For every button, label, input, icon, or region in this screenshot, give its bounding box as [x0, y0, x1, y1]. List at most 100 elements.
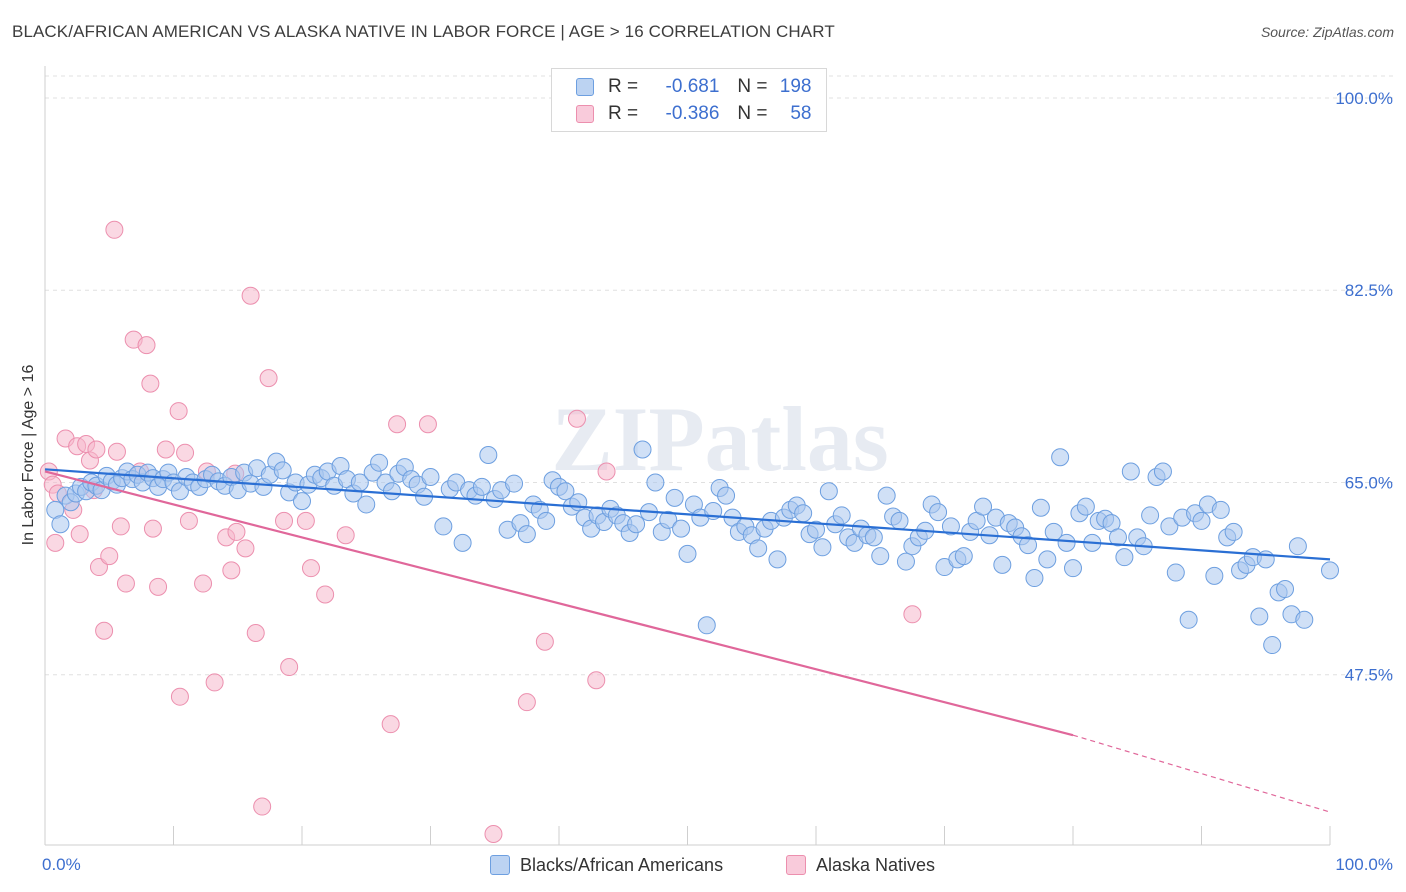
black-african-american-point: [1263, 636, 1282, 655]
y-tick-labels: 100.0% 82.5% 65.0% 47.5%: [1335, 89, 1393, 685]
black-african-american-point: [357, 495, 376, 514]
alaska-native-point: [336, 526, 355, 545]
alaska-native-point: [143, 519, 162, 538]
series-name-blue: Blacks/African Americans: [520, 854, 724, 875]
alaska-natives-points: [39, 220, 922, 844]
black-african-american-point: [974, 497, 993, 516]
alaska-native-point: [205, 673, 224, 692]
black-african-american-point: [1031, 498, 1050, 517]
black-african-american-point: [993, 555, 1012, 574]
black-african-american-point: [627, 515, 646, 534]
y-tick-label: 82.5%: [1345, 281, 1393, 300]
black-african-american-point: [890, 511, 909, 530]
alaska-native-point: [111, 517, 130, 536]
black-african-american-point: [864, 528, 883, 547]
black-african-american-point: [1250, 607, 1269, 626]
black-african-american-point: [672, 519, 691, 538]
black-african-american-point: [421, 467, 440, 486]
alaska-native-point: [227, 522, 246, 541]
alaska-native-point: [137, 336, 156, 355]
black-african-american-point: [382, 482, 401, 501]
alaska-native-point: [169, 402, 188, 421]
black-african-american-point: [505, 474, 524, 493]
bottom-legend-pink: Alaska Natives: [786, 852, 935, 878]
black-african-american-point: [1141, 506, 1160, 525]
trend-lines: [44, 468, 1331, 813]
legend-r-label: R =: [608, 103, 639, 124]
black-african-american-point: [1192, 511, 1211, 530]
alaska-native-point: [484, 825, 503, 844]
black-african-american-point: [832, 506, 851, 525]
black-african-american-point: [1108, 528, 1127, 547]
legend-n-value: 198: [779, 76, 812, 97]
black-african-american-point: [1160, 517, 1179, 536]
black-african-american-point: [556, 482, 575, 501]
black-african-american-point: [1025, 569, 1044, 588]
black-african-american-point: [1205, 566, 1224, 585]
x-tick-labels: 0.0% 100.0%: [42, 855, 1393, 874]
alaska-native-point: [259, 369, 278, 388]
black-african-american-point: [768, 550, 787, 569]
correlation-legend: R = -0.681 N = 198 R = -0.386 N = 58: [551, 68, 827, 132]
legend-r-value: -0.386: [665, 103, 720, 124]
black-african-american-point: [1179, 610, 1198, 629]
gridlines: [45, 75, 1395, 676]
alaska-native-point: [418, 415, 437, 434]
black-african-american-point: [794, 504, 813, 523]
black-african-american-point: [1019, 536, 1038, 555]
black-african-american-point: [665, 488, 684, 507]
source-credit: Source: ZipAtlas.com: [1260, 24, 1394, 40]
black-african-american-point: [659, 510, 678, 529]
axes: [44, 66, 1331, 846]
alaska-native-point: [296, 511, 315, 530]
black-african-american-point: [941, 517, 960, 536]
y-tick-label: 47.5%: [1345, 666, 1393, 685]
black-african-american-point: [813, 538, 832, 557]
black-african-american-point: [537, 511, 556, 530]
y-tick-label: 100.0%: [1335, 89, 1393, 108]
alaska-native-point: [517, 693, 536, 712]
black-african-american-point: [1121, 462, 1140, 481]
blue-swatch: [576, 78, 594, 96]
alaska-native-point: [241, 286, 260, 305]
black-african-american-point: [569, 493, 588, 512]
alaska-native-point: [597, 462, 616, 481]
legend-n-label: N =: [737, 76, 768, 97]
black-african-american-point: [1295, 610, 1314, 629]
black-african-american-point: [293, 492, 311, 511]
alaska-native-point: [87, 440, 106, 459]
alaska-native-point: [194, 574, 213, 593]
alaska-native-point: [100, 547, 119, 566]
black-african-american-point: [1076, 497, 1095, 516]
black-african-american-point: [871, 547, 890, 566]
black-african-american-point: [370, 453, 389, 472]
x-tick-label: 0.0%: [42, 855, 81, 874]
alaska-native-point: [116, 574, 135, 593]
alaska-native-point: [253, 797, 272, 816]
blue-trend-line: [44, 468, 1331, 561]
alaska-native-point: [70, 525, 89, 544]
alaska-native-point: [236, 539, 255, 558]
y-axis-label: In Labor Force | Age > 16: [20, 365, 37, 546]
black-african-american-point: [1064, 559, 1082, 578]
black-african-american-point: [472, 477, 491, 496]
black-african-american-point: [273, 461, 292, 480]
alaska-native-point: [156, 440, 175, 459]
alaska-native-point: [567, 409, 586, 428]
alaska-native-point: [222, 561, 241, 580]
alaska-native-point: [149, 577, 168, 596]
bottom-legend-blue: Blacks/African Americans: [490, 852, 723, 878]
black-african-american-point: [1051, 448, 1070, 467]
black-african-american-point: [877, 486, 896, 505]
alaska-native-point: [280, 658, 299, 677]
legend-n-label: N =: [737, 103, 768, 124]
alaska-native-point: [388, 415, 407, 434]
pink-swatch: [786, 855, 806, 875]
black-african-american-point: [954, 547, 973, 566]
black-african-american-point: [1276, 580, 1295, 599]
black-african-american-point: [1224, 522, 1243, 541]
black-african-american-point: [1321, 561, 1339, 580]
black-african-american-point: [929, 503, 948, 522]
black-african-american-point: [633, 440, 652, 459]
